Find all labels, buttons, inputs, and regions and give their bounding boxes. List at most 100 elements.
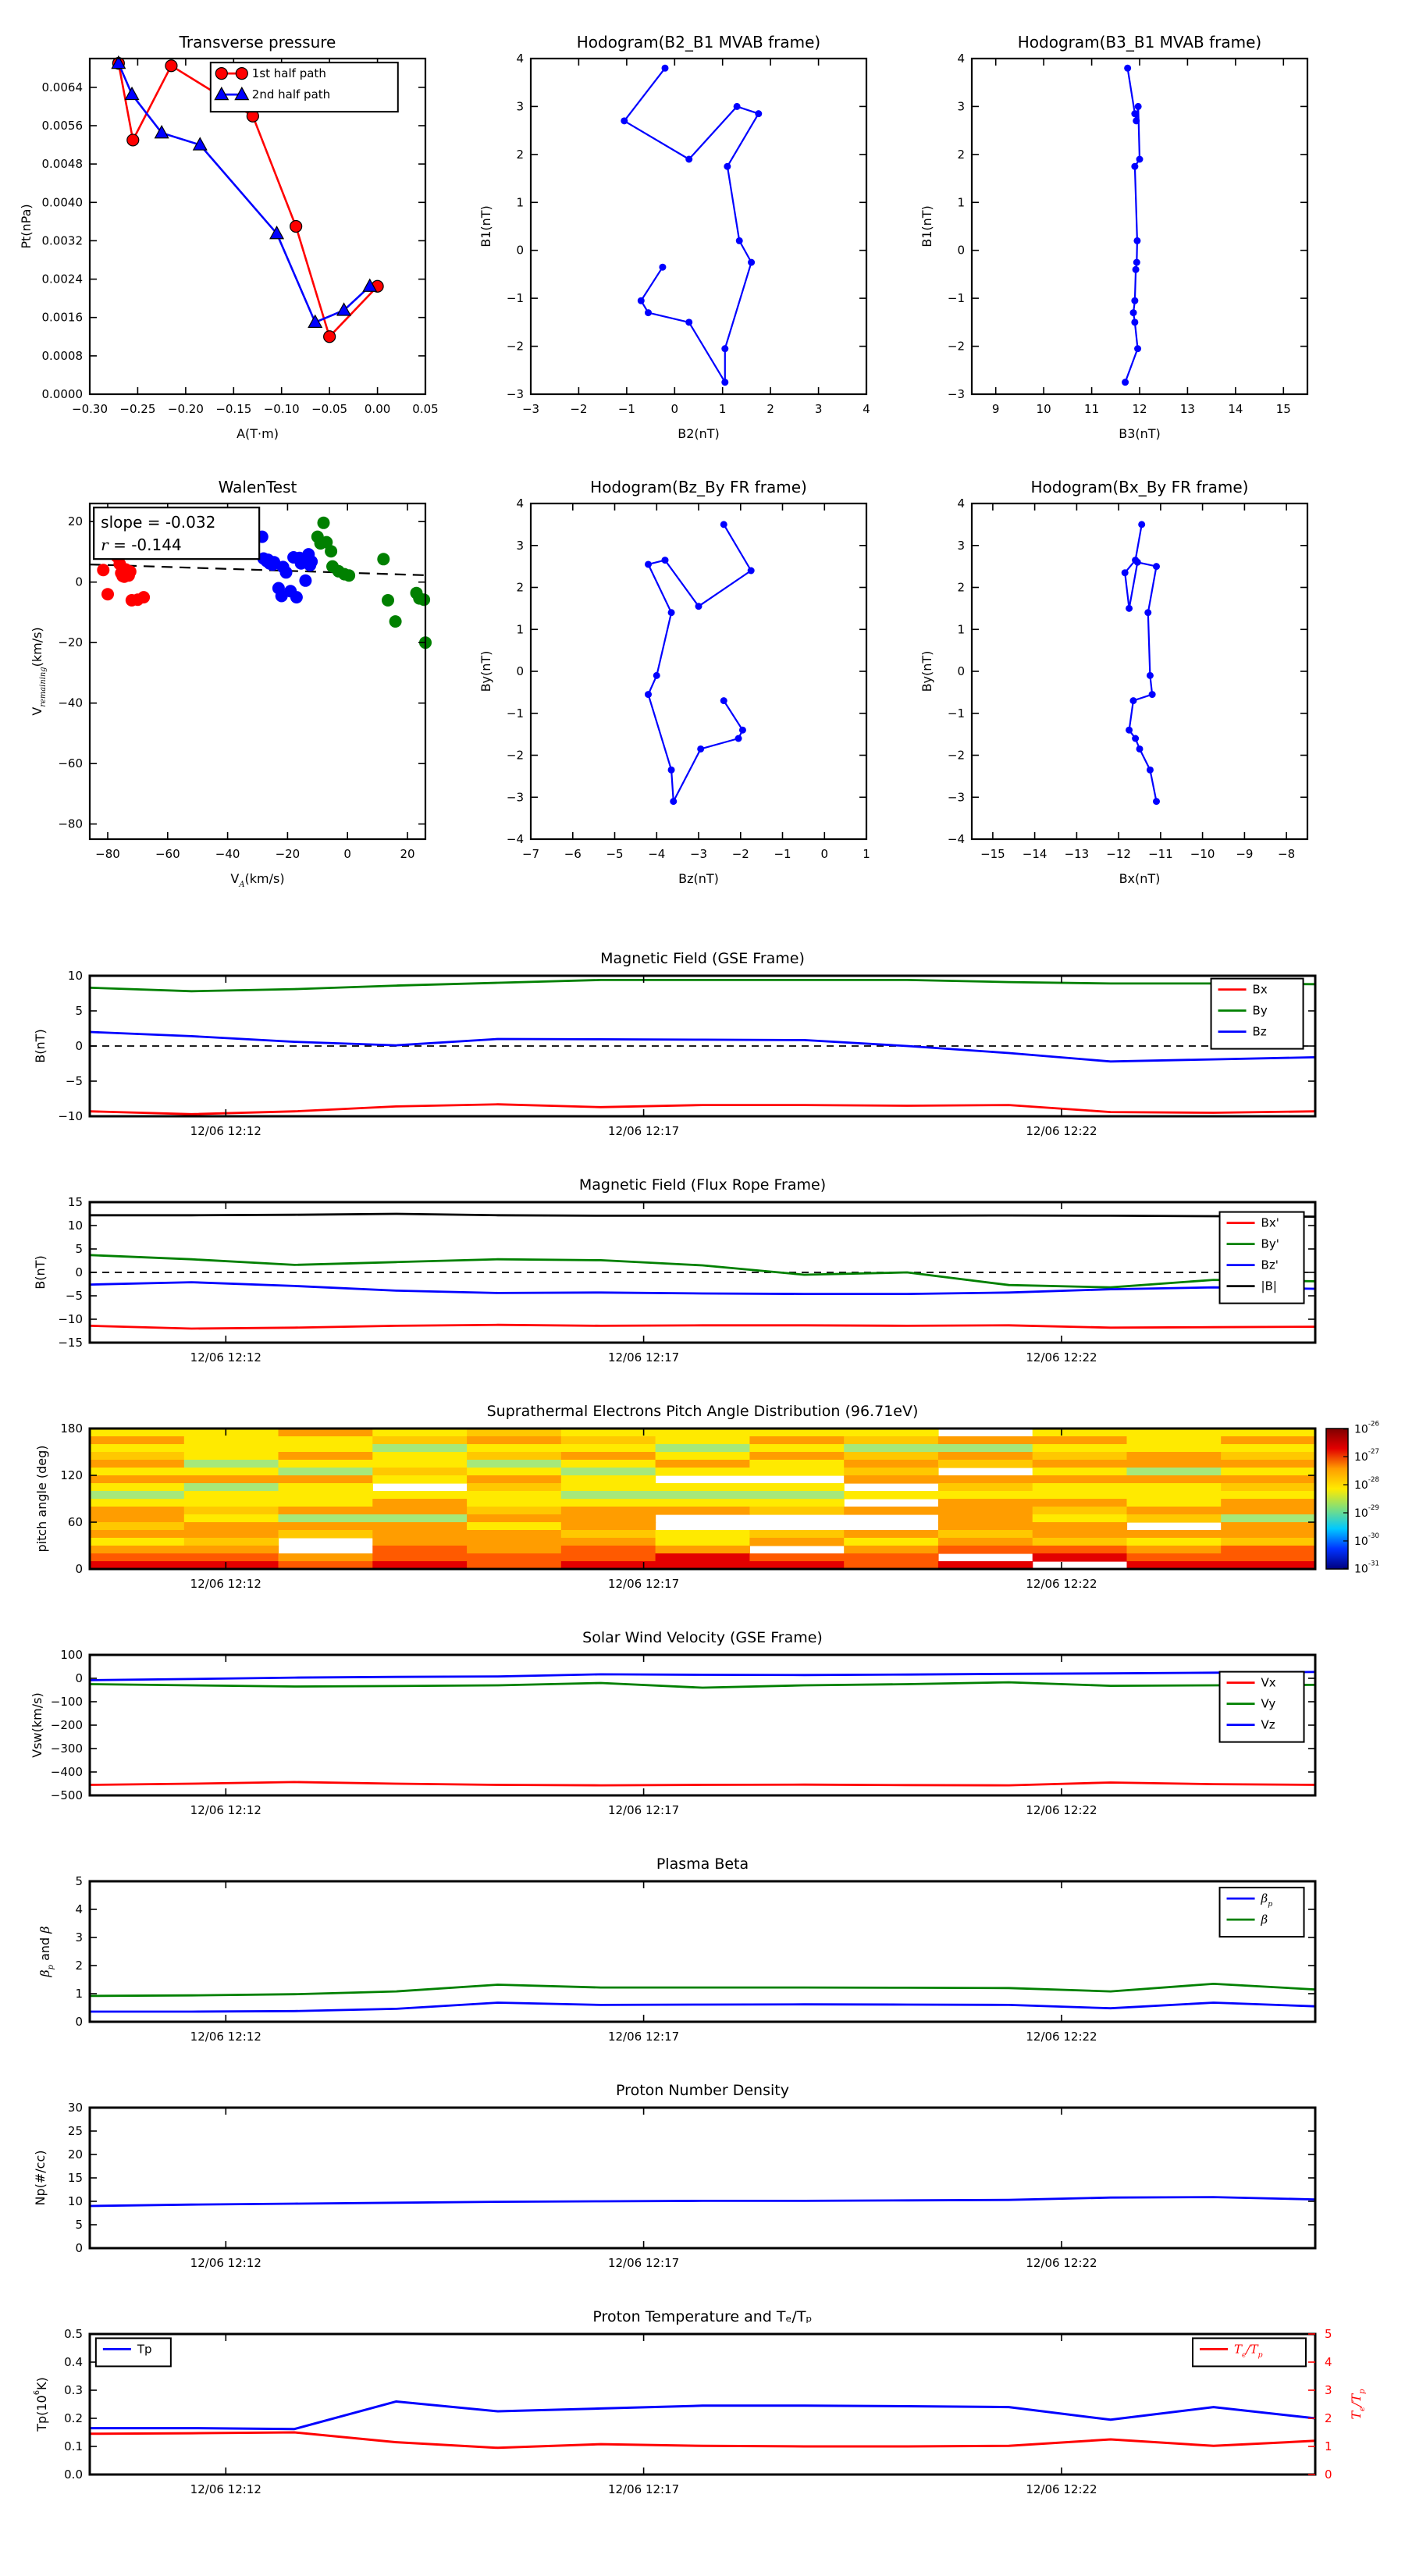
svg-text:12/06 12:12: 12/06 12:12: [190, 1577, 261, 1591]
svg-text:4: 4: [1325, 2355, 1332, 2369]
svg-text:−15: −15: [980, 847, 1005, 861]
solar-wind-velocity-series-Vy: [89, 1681, 1316, 1689]
magnetic-field-fr-title: Magnetic Field (Flux Rope Frame): [578, 1176, 827, 1194]
svg-text:0: 0: [343, 847, 351, 861]
svg-text:−3: −3: [507, 790, 524, 804]
transverse-pressure-plot: −0.30 −0.25 −0.20 −0.15 −0.10 −0.05 0.00 0.05 0.…: [19, 55, 439, 441]
walen-test-title: WalenTest: [218, 478, 297, 496]
svg-text:Vremaining(km/s): Vremaining(km/s): [30, 627, 48, 715]
svg-text:|B|: |B|: [1261, 1279, 1277, 1293]
solar-wind-velocity-series-Vx: [89, 1781, 1316, 1787]
panel-hodogram-b2b1: Hodogram(B2_B1 MVAB frame) −3 −2 −1 0 1 2 3 4 −3…: [468, 22, 913, 467]
svg-text:0: 0: [75, 1562, 83, 1576]
svg-text:−80: −80: [95, 847, 120, 861]
svg-text:βp: βp: [1261, 1891, 1273, 1909]
svg-text:B(nT): B(nT): [33, 1029, 48, 1062]
svg-text:12/06 12:17: 12/06 12:17: [608, 1803, 679, 1817]
svg-text:−3: −3: [522, 402, 539, 416]
proton-density-title: Proton Number Density: [616, 2082, 789, 2099]
pad-spectrogram-title: Suprathermal Electrons Pitch Angle Distr…: [486, 1403, 919, 1420]
svg-text:0: 0: [75, 2015, 83, 2029]
svg-text:5: 5: [75, 1874, 83, 1888]
svg-text:5: 5: [75, 1242, 83, 1256]
svg-text:1: 1: [957, 622, 965, 636]
svg-text:Bz': Bz': [1261, 1258, 1279, 1272]
svg-text:3: 3: [957, 99, 965, 113]
svg-text:12: 12: [1132, 402, 1147, 416]
hodogram-bxby-series-bx-by-path: [1121, 521, 1160, 806]
svg-text:2: 2: [75, 1959, 83, 1973]
svg-text:Pt(nPa): Pt(nPa): [19, 204, 34, 248]
svg-text:−2: −2: [507, 340, 524, 354]
svg-text:−7: −7: [522, 847, 539, 861]
svg-text:20: 20: [400, 847, 414, 861]
plasma-beta-series-beta: [89, 1983, 1316, 1998]
svg-text:60: 60: [68, 1515, 83, 1529]
svg-text:0: 0: [671, 402, 679, 416]
svg-text:0.0016: 0.0016: [42, 311, 84, 325]
svg-text:−0.10: −0.10: [264, 402, 300, 416]
svg-text:10: 10: [68, 1219, 83, 1233]
svg-text:Vy: Vy: [1261, 1697, 1276, 1711]
svg-text:−0.25: −0.25: [119, 402, 155, 416]
svg-text:12/06 12:17: 12/06 12:17: [608, 2482, 679, 2496]
svg-text:0: 0: [821, 847, 829, 861]
svg-text:−0.15: −0.15: [215, 402, 251, 416]
svg-text:12/06 12:12: 12/06 12:12: [190, 2030, 261, 2044]
svg-text:2: 2: [957, 581, 965, 595]
proton-temperature-series-Te-over-Tp: [89, 2431, 1316, 2450]
svg-text:0: 0: [75, 1671, 83, 1685]
walen-test-annotation: slope = -0.032 r = -0.144: [93, 507, 261, 560]
svg-text:−2: −2: [507, 749, 524, 763]
svg-text:0.0040: 0.0040: [42, 195, 84, 209]
transverse-pressure-series-2nd-half-path: [111, 55, 378, 328]
svg-text:12/06 12:22: 12/06 12:22: [1026, 2482, 1097, 2496]
svg-text:12/06 12:17: 12/06 12:17: [608, 1350, 679, 1364]
svg-text:−1: −1: [507, 706, 524, 720]
mag-gse-axes: 12/06 12:12 12/06 12:17 12/06 12:22 −10 −5 0 5…: [33, 969, 1317, 1138]
svg-text:1st half path: 1st half path: [252, 66, 326, 80]
hodogram-bxby-axes: −15 −14 −13 −12 −11 −10 −9 −8−4−3−2−101234Bx(nT…: [919, 496, 1309, 886]
svg-text:0: 0: [957, 664, 965, 678]
svg-text:4: 4: [863, 402, 870, 416]
panel-pad-spectrogram: Suprathermal Electrons Pitch Angle Distr…: [0, 1389, 1405, 1616]
magnetic-field-gse-plot: 12/06 12:12 12/06 12:17 12/06 12:22 −10 −5 0 5…: [33, 969, 1317, 1138]
solar-wind-velocity-axes: 12/06 12:12 12/06 12:17 12/06 12:22 100 0 −10…: [30, 1648, 1317, 1817]
proton-density-axes: 12/06 12:12 12/06 12:17 12/06 12:22 0 5 10 15 2…: [33, 2101, 1317, 2270]
svg-text:0.0032: 0.0032: [42, 233, 84, 247]
svg-text:0.05: 0.05: [412, 402, 438, 416]
svg-text:−12: −12: [1106, 847, 1131, 861]
proton-temperature-title: Proton Temperature and Tₑ/Tₚ: [592, 2308, 813, 2325]
svg-text:0.3: 0.3: [64, 2383, 83, 2397]
svg-text:−10: −10: [58, 1109, 83, 1123]
svg-text:0.1: 0.1: [64, 2439, 83, 2453]
svg-text:Vz: Vz: [1261, 1718, 1275, 1732]
hodogram-bzby-plot: −7 −6 −5 −4 −3 −2 −1 0 1 −4 −3 −2 −1 0 1 2 3 4 Bz(nT) By(nT…: [478, 496, 870, 886]
mag-gse-legend: Bx By Bz: [1210, 977, 1304, 1050]
svg-text:12/06 12:22: 12/06 12:22: [1026, 1350, 1097, 1364]
transverse-pressure-axes: −0.30 −0.25 −0.20 −0.15 −0.10 −0.05 0.00 0.05 0.…: [19, 55, 439, 441]
svg-text:−3: −3: [690, 847, 707, 861]
svg-text:B3(nT): B3(nT): [1119, 426, 1161, 441]
svg-text:100: 100: [60, 1648, 83, 1662]
svg-text:B1(nT): B1(nT): [919, 205, 934, 247]
proton-temperature-axes: 12/06 12:12 12/06 12:17 12/06 12:22 0.0 0.1 0…: [33, 2327, 1367, 2496]
svg-text:−4: −4: [648, 847, 665, 861]
walen-test-scatter-third-interval: [311, 516, 432, 649]
svg-text:−0.30: −0.30: [72, 402, 108, 416]
pad-spectrogram-axes: 12/06 12:12 12/06 12:17 12/06 12:22 0 60 120 1…: [34, 1421, 1379, 1591]
hodogram-b3b1-series-b3-b1-path: [1122, 64, 1144, 386]
svg-text:0: 0: [75, 2241, 83, 2255]
svg-text:0.00: 0.00: [365, 402, 390, 416]
svg-text:12/06 12:12: 12/06 12:12: [190, 1124, 261, 1138]
walen-test-axes: −80 −60 −40 −20 0 20 20 0 −20 −40 −60 −80 VA(km/s) Vr…: [30, 502, 432, 889]
panel-proton-density: Proton Number Density 12/06 12:12 12/06 1…: [0, 2069, 1405, 2295]
svg-text:3: 3: [1325, 2383, 1332, 2397]
mag-fr-legend: Bx' By' Bz' |B|: [1218, 1211, 1305, 1304]
hodogram-bxby-title: Hodogram(Bx_By FR frame): [1030, 478, 1249, 496]
svg-text:Vx: Vx: [1261, 1676, 1276, 1690]
svg-text:pitch angle (deg): pitch angle (deg): [34, 1445, 49, 1552]
svg-text:12/06 12:12: 12/06 12:12: [190, 2256, 261, 2270]
svg-text:12/06 12:22: 12/06 12:22: [1026, 1803, 1097, 1817]
